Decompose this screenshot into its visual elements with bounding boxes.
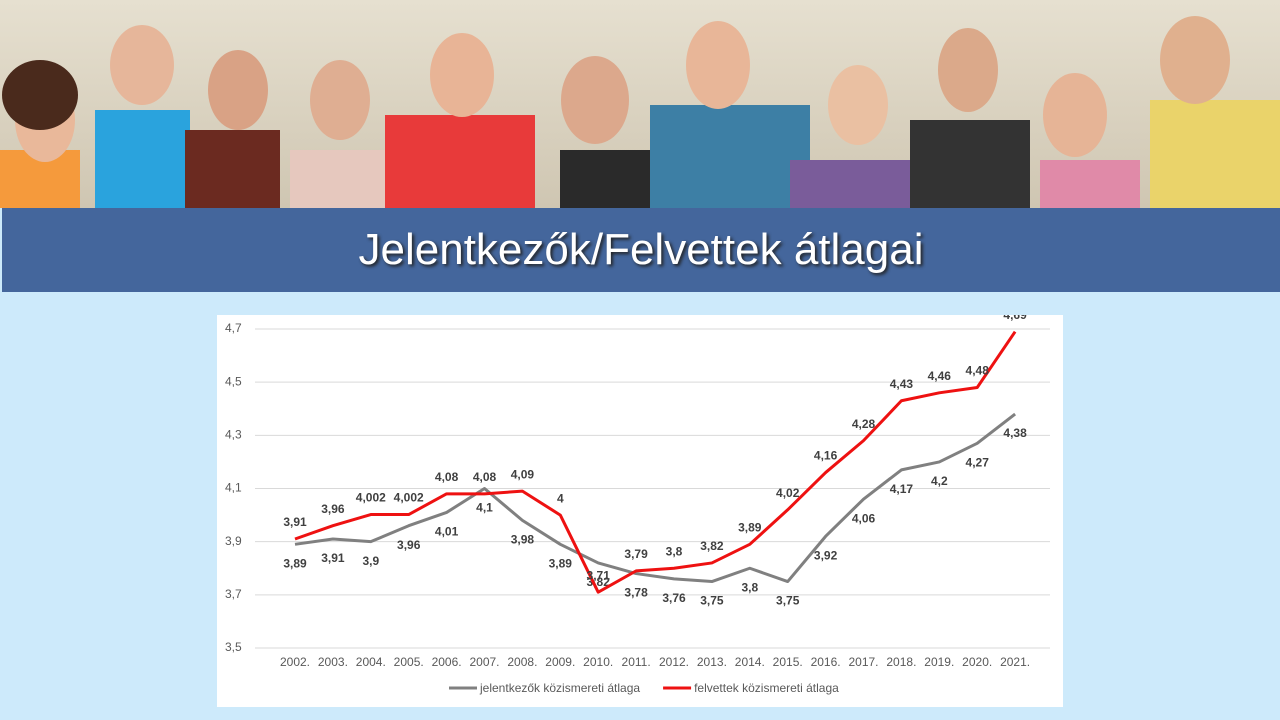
photo-banner xyxy=(0,0,1280,208)
data-label: 4,01 xyxy=(435,525,459,539)
data-label: 3,82 xyxy=(700,539,724,553)
data-label: 3,89 xyxy=(283,556,307,570)
chart: 3,5 3,7 3,9 4,1 4,3 4,5 4,7 2002. 2003. 2004. 2005… xyxy=(217,315,1063,707)
x-tick-label: 2020. xyxy=(962,655,992,669)
data-label: 3,89 xyxy=(738,520,762,534)
x-tick-label: 2019. xyxy=(924,655,954,669)
data-line xyxy=(294,330,1017,594)
title-bar: Jelentkezők/Felvettek átlagai xyxy=(2,208,1280,292)
y-tick-label: 4,5 xyxy=(225,374,242,388)
chart-title: Jelentkezők/Felvettek átlagai xyxy=(358,225,924,274)
y-tick-label: 4,3 xyxy=(225,428,242,442)
x-tick-label: 2013. xyxy=(697,655,727,669)
data-label: 3,8 xyxy=(741,580,758,594)
data-label: 4,28 xyxy=(852,417,876,431)
data-label: 4,69 xyxy=(1003,315,1027,322)
x-tick-label: 2007. xyxy=(469,655,499,669)
data-label: 3,75 xyxy=(700,594,724,608)
data-label: 3,76 xyxy=(662,591,686,605)
data-label: 4,2 xyxy=(931,474,948,488)
y-tick-label: 3,7 xyxy=(225,587,242,601)
data-label: 3,96 xyxy=(321,502,345,516)
data-label: 3,79 xyxy=(624,547,648,561)
x-tick-label: 2010. xyxy=(583,655,613,669)
data-label: 4,09 xyxy=(511,467,535,481)
data-line xyxy=(294,412,1017,584)
data-label: 3,78 xyxy=(624,586,648,600)
data-label: 4 xyxy=(557,491,564,505)
data-label: 3,75 xyxy=(776,594,800,608)
data-label: 3,98 xyxy=(511,533,535,547)
legend-label: jelentkezők közismereti átlaga xyxy=(479,681,640,695)
x-tick-label: 2006. xyxy=(432,655,462,669)
x-tick-label: 2012. xyxy=(659,655,689,669)
x-tick-label: 2014. xyxy=(735,655,765,669)
x-tick-label: 2021. xyxy=(1000,655,1030,669)
x-tick-label: 2003. xyxy=(318,655,348,669)
y-tick-label: 4,1 xyxy=(225,481,242,495)
y-tick-label: 3,9 xyxy=(225,534,242,548)
x-tick-label: 2005. xyxy=(394,655,424,669)
data-label: 4,08 xyxy=(473,470,497,484)
chart-background xyxy=(217,315,1063,707)
data-label: 4,27 xyxy=(966,455,990,469)
x-tick-label: 2015. xyxy=(773,655,803,669)
data-label: 3,92 xyxy=(814,549,838,563)
data-label: 3,8 xyxy=(666,544,683,558)
x-tick-label: 2008. xyxy=(507,655,537,669)
data-label: 4,02 xyxy=(776,486,800,500)
data-label: 4,08 xyxy=(435,470,459,484)
data-label: 4,1 xyxy=(476,501,493,515)
data-label: 3,89 xyxy=(549,556,573,570)
data-label: 3,91 xyxy=(321,551,345,565)
x-tick-label: 2017. xyxy=(848,655,878,669)
data-label: 4,002 xyxy=(356,491,386,505)
data-label: 4,17 xyxy=(890,482,914,496)
data-label: 4,16 xyxy=(814,449,838,463)
x-tick-label: 2002. xyxy=(280,655,310,669)
x-tick-label: 2009. xyxy=(545,655,575,669)
data-label: 4,48 xyxy=(966,364,990,378)
data-label: 4,002 xyxy=(394,491,424,505)
x-tick-label: 2011. xyxy=(622,655,651,669)
data-label: 3,96 xyxy=(397,538,421,552)
x-tick-label: 2004. xyxy=(356,655,386,669)
data-label: 4,46 xyxy=(928,369,952,383)
data-label: 4,43 xyxy=(890,377,914,391)
data-label: 4,38 xyxy=(1003,426,1027,440)
x-tick-label: 2016. xyxy=(811,655,841,669)
data-label: 3,9 xyxy=(362,554,379,568)
y-tick-label: 4,7 xyxy=(225,321,242,335)
data-label: 4,06 xyxy=(852,511,876,525)
data-label: 3,71 xyxy=(587,568,611,582)
y-tick-label: 3,5 xyxy=(225,640,242,654)
x-tick-label: 2018. xyxy=(886,655,916,669)
data-label: 3,91 xyxy=(283,515,307,529)
legend-label: felvettek közismereti átlaga xyxy=(694,681,839,695)
